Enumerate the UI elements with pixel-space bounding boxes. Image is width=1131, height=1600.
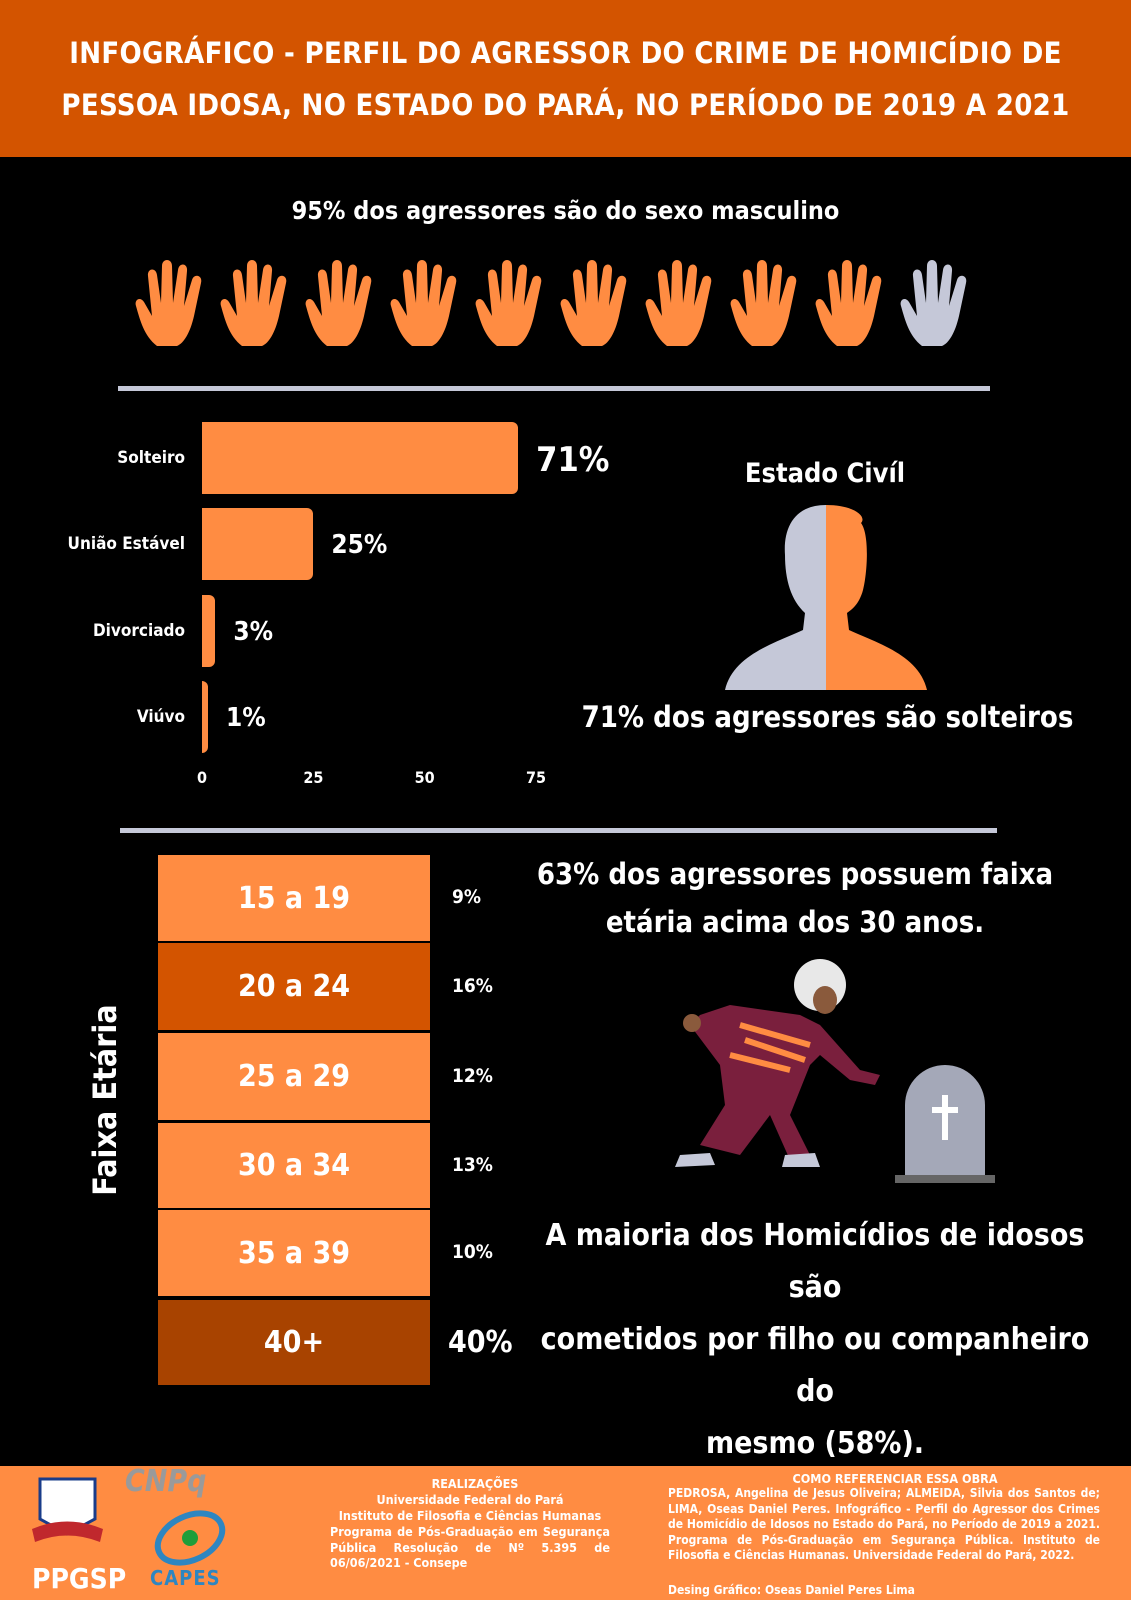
age-summary-line-1: 63% dos agressores possuem faixa <box>536 857 1054 891</box>
relation-text: A maioria dos Homicídios de idosos são c… <box>520 1210 1110 1470</box>
capes-logo: CAPES <box>150 1566 221 1590</box>
hand-icon <box>560 260 627 346</box>
age-range-cell: 40+ <box>158 1300 430 1385</box>
person-silhouette-icon <box>725 505 927 690</box>
realizacoes-line-1: Universidade Federal do Pará <box>376 1492 564 1507</box>
age-range-cell: 35 a 39 <box>158 1210 430 1296</box>
relation-line-2: cometidos por filho ou companheiro do <box>540 1322 1090 1409</box>
age-range-cell: 30 a 34 <box>158 1123 430 1208</box>
bar-value-label: 1% <box>226 703 266 733</box>
age-summary-line-2: etária acima dos 30 anos. <box>605 905 985 939</box>
bar-value-label: 3% <box>233 617 274 647</box>
hand-icon <box>815 260 882 346</box>
age-percent: 12% <box>452 1064 493 1087</box>
bar-category-label: União Estável <box>67 534 185 554</box>
realizacoes-line-3: Programa de Pós-Graduação em Segurança P… <box>330 1524 610 1570</box>
x-tick-label: 50 <box>414 768 435 787</box>
title-line-2: PESSOA IDOSA, NO ESTADO DO PARÁ, NO PERÍ… <box>61 87 1070 122</box>
ufpa-logo <box>32 1477 103 1542</box>
footer: PPGSP CNPq CAPES REALIZAÇÕES Universidad… <box>0 1464 1131 1600</box>
age-percent: 16% <box>452 974 493 997</box>
hand-icon <box>475 260 542 346</box>
bar <box>202 422 519 494</box>
gender-text: 95% dos agressores são do sexo masculino <box>291 196 840 225</box>
x-tick-label: 25 <box>303 768 324 787</box>
age-percent: 40% <box>448 1324 513 1360</box>
ref-title: COMO REFERENCIAR ESSA OBRA <box>792 1471 998 1486</box>
realizacoes-line-2: Instituto de Filosofia e Ciências Humana… <box>338 1508 602 1523</box>
divider <box>118 386 990 391</box>
hand-icon <box>305 260 372 346</box>
age-range-cell: 20 a 24 <box>158 943 430 1030</box>
capes-logo-icon <box>154 1510 226 1566</box>
hands-row <box>132 258 977 348</box>
title-line-1: INFOGRÁFICO - PERFIL DO AGRESSOR DO CRIM… <box>69 35 1062 70</box>
relation-line-3: mesmo (58%). <box>705 1426 925 1461</box>
age-range-cell: 25 a 29 <box>158 1033 430 1120</box>
age-axis-label: Faixa Etária <box>86 1004 124 1196</box>
bar-category-label: Divorciado <box>92 621 185 641</box>
x-tick-label: 0 <box>196 768 208 787</box>
bar <box>202 681 208 753</box>
hand-icon <box>730 260 797 346</box>
bar-value-label: 25% <box>331 530 388 560</box>
divider <box>120 828 997 833</box>
civil-caption: 71% dos agressores são solteiros <box>581 700 1074 734</box>
bar-category-label: Viúvo <box>136 707 185 727</box>
bar-value-label: 71% <box>536 440 610 480</box>
age-percent: 9% <box>452 886 482 908</box>
hand-icon <box>645 260 712 346</box>
hand-icon <box>390 260 457 346</box>
x-tick-label: 75 <box>525 768 547 787</box>
civil-title: Estado Civíl <box>744 458 906 489</box>
age-range-cell: 15 a 19 <box>158 855 430 941</box>
bar <box>202 595 216 667</box>
realizacoes-title: REALIZAÇÕES <box>431 1476 519 1491</box>
hand-icon <box>900 260 967 346</box>
age-percent: 10% <box>452 1241 493 1263</box>
cnpq-logo: CNPq <box>125 1464 207 1499</box>
hand-icon <box>220 260 287 346</box>
bar <box>202 508 314 580</box>
age-percent: 13% <box>452 1153 493 1176</box>
hand-icon <box>135 260 202 346</box>
ref-text: PEDROSA, Angelina de Jesus Oliveira; ALM… <box>668 1486 1100 1562</box>
design-credit: Desing Gráfico: Oseas Daniel Peres Lima <box>668 1583 915 1597</box>
header-banner: INFOGRÁFICO - PERFIL DO AGRESSOR DO CRIM… <box>0 0 1131 157</box>
ppgsp-logo: PPGSP <box>32 1562 127 1595</box>
age-summary: 63% dos agressores possuem faixa etária … <box>530 850 1060 946</box>
bar-category-label: Solteiro <box>117 448 185 468</box>
relation-line-1: A maioria dos Homicídios de idosos são <box>545 1218 1085 1305</box>
elderly-aggressor-illustration <box>675 959 995 1183</box>
